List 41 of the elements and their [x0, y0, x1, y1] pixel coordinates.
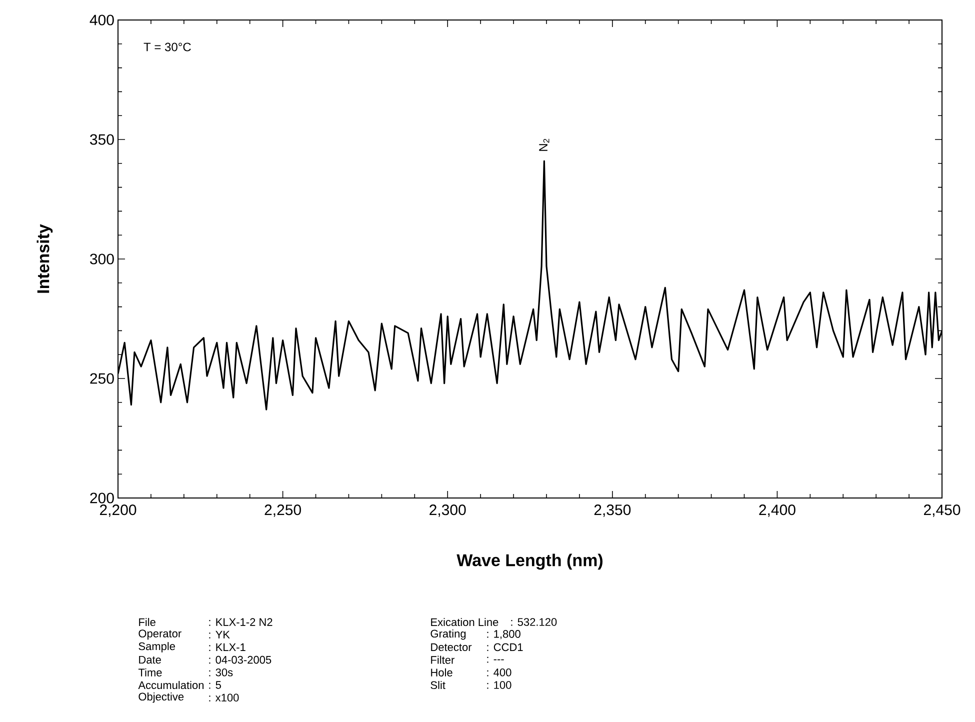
- x-tick-label: 2,350: [594, 504, 631, 517]
- y-axis-title: Intensity: [36, 224, 53, 293]
- x-axis-title: Wave Length (nm): [456, 554, 602, 570]
- text: Slit: [430, 680, 446, 690]
- text: : KLX-1: [209, 643, 246, 651]
- y-tick-label: 300: [90, 254, 114, 264]
- text: : KLX-1-2 N2: [209, 618, 272, 626]
- x-tick-label: 2,450: [924, 504, 960, 517]
- text: : 30s: [209, 668, 233, 676]
- text: : 04-03-2005: [209, 656, 272, 664]
- text: Grating: [430, 629, 466, 640]
- text: Exication Line: [431, 618, 498, 626]
- y-tick-label: 400: [90, 14, 114, 26]
- y-tick-label: 250: [90, 373, 114, 384]
- x-tick-label: 2,400: [759, 504, 796, 517]
- text: : ---: [487, 656, 504, 663]
- text: : 100: [487, 681, 512, 689]
- text: : 400: [487, 668, 512, 676]
- x-tick-label: 2,200: [100, 504, 136, 517]
- text: : YK: [209, 630, 230, 638]
- text: Sample: [138, 642, 175, 652]
- text: Filter: [431, 656, 454, 664]
- text: Accumulation: [138, 680, 204, 690]
- annotation: N$_{2}$: [539, 138, 550, 151]
- text: : 532.120: [511, 618, 557, 626]
- text: File: [139, 618, 156, 626]
- y-tick-label: 350: [90, 134, 114, 145]
- text: : 5: [209, 681, 221, 689]
- text: Operator: [138, 630, 182, 640]
- text: Objective: [138, 692, 184, 703]
- annotation: T = 30°C: [144, 42, 191, 52]
- text: : 1,800: [487, 630, 520, 640]
- x-tick-label: 2,250: [264, 504, 301, 517]
- x-tick-label: 2,300: [430, 504, 466, 517]
- text: : CCD1: [487, 643, 523, 652]
- text: Detector: [431, 643, 472, 652]
- text: Hole: [431, 668, 452, 676]
- text: : x100: [209, 694, 239, 702]
- text: Date: [139, 656, 161, 664]
- y-tick-label: 200: [90, 492, 114, 504]
- text: Time: [138, 668, 162, 676]
